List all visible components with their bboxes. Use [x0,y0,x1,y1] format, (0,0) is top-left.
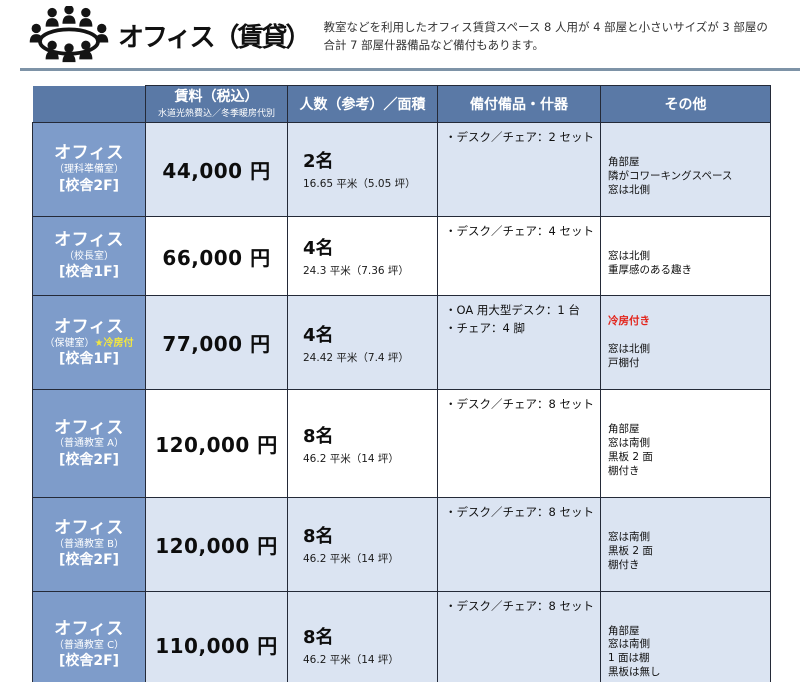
room-subname-text: （校長室） [64,250,114,262]
price-cell: 110,000 円 [145,590,288,682]
column-header-capacity: 人数（参考）／面積 [287,85,438,123]
area-value: 24.42 平米（7.4 坪） [303,351,409,364]
capacity-value: 4名 [303,238,334,260]
title-divider [20,68,800,71]
capacity-cell: 2名 16.65 平米（5.05 坪） [287,122,438,217]
other-notes: 窓は南側 黒板 2 面 棚付き [608,530,653,571]
room-subname: （保健室）★冷房付 [35,338,143,351]
price-cell: 120,000 円 [145,389,288,498]
table-row: オフィス （保健室）★冷房付 [校舎1F] 77,000 円 4名 24.42 … [32,295,771,391]
room-floor: [校舎2F] [58,653,120,670]
table-row: オフィス （理科準備室） [校舎2F] 44,000 円 2名 16.65 平米… [32,122,771,217]
other-highlight-aircon: 冷房付き [608,315,650,328]
price-header-main: 賃料（税込） [174,89,259,106]
room-label: オフィス （校長室） [校舎1F] [32,215,146,297]
room-floor: [校舎2F] [58,451,120,468]
meeting-people-icon [29,6,109,63]
room-floor: [校舎1F] [58,264,120,281]
room-subname: （普通教室 C） [35,640,143,653]
room-floor: [校舎2F] [58,552,120,569]
room-label: オフィス （普通教室 A） [校舎2F] [32,389,146,498]
capacity-value: 8名 [303,526,334,548]
room-subname-text: （理科準備室） [54,164,124,176]
equipment-cell: ・デスク／チェア：2 セット [437,122,601,217]
other-cell: 窓は北側 重厚感のある趣き [600,215,771,297]
price-cell: 66,000 円 [145,215,288,297]
other-cell: 角部屋 窓は南側 黒板 2 面 棚付き [600,389,771,498]
room-badge-aircon: ★冷房付 [94,337,134,349]
capacity-value: 8名 [303,626,334,648]
corner-cell [32,85,146,123]
capacity-cell: 4名 24.3 平米（7.36 坪） [287,215,438,297]
room-subname-text: （普通教室 B） [53,538,125,550]
other-cell: 角部屋 隣がコワーキングスペース 窓は北側 [600,122,771,217]
price-cell: 44,000 円 [145,122,288,217]
table-row: オフィス （校長室） [校舎1F] 66,000 円 4名 24.3 平米（7.… [32,215,771,297]
other-notes: 角部屋 窓は南側 黒板 2 面 棚付き [608,423,653,477]
other-notes: 角部屋 窓は南側 1 面は棚 黒板は無し [608,624,661,679]
room-floor: [校舎1F] [58,351,120,368]
area-value: 46.2 平米（14 坪） [303,553,399,566]
capacity-cell: 4名 24.42 平米（7.4 坪） [287,295,438,391]
room-label: オフィス （普通教室 C） [校舎2F] [32,590,146,682]
column-header-other: その他 [600,85,771,123]
room-subname: （理科準備室） [35,164,143,177]
page-title: オフィス（賃貸） [118,22,311,53]
price-header-sub: 水道光熱費込／冬季暖房代別 [157,108,275,119]
room-label: オフィス （普通教室 B） [校舎2F] [32,496,146,592]
room-subname-text: （普通教室 C） [53,639,125,651]
other-cell: 窓は南側 黒板 2 面 棚付き [600,496,771,592]
area-value: 24.3 平米（7.36 坪） [303,265,409,278]
room-subname-text: （普通教室 A） [53,438,125,450]
price-cell: 77,000 円 [145,295,288,391]
equipment-cell: ・デスク／チェア：4 セット [437,215,601,297]
page-description: 教室などを利用したオフィス賃貸スペース 8 人用が 4 部屋と小さいサイズが 3… [323,19,768,52]
equipment-cell: ・デスク／チェア：8 セット [437,496,601,592]
area-value: 46.2 平米（14 坪） [303,653,399,666]
room-subname: （普通教室 B） [35,539,143,552]
capacity-cell: 8名 46.2 平米（14 坪） [287,496,438,592]
other-notes: 窓は北側 戸棚付 [608,343,650,370]
capacity-value: 4名 [303,324,334,346]
table-row: オフィス （普通教室 A） [校舎2F] 120,000 円 8名 46.2 平… [32,389,771,498]
area-value: 46.2 平米（14 坪） [303,452,399,465]
room-name: オフィス [54,230,124,251]
room-name: オフィス [54,618,124,639]
other-notes: 窓は北側 重厚感のある趣き [608,249,692,276]
other-notes: 角部屋 隣がコワーキングスペース 窓は北側 [608,155,733,196]
capacity-value: 8名 [303,425,334,447]
rent-table: 賃料（税込） 水道光熱費込／冬季暖房代別 人数（参考）／面積 備付備品・什器 そ… [32,85,771,682]
other-cell: 冷房付き 窓は北側 戸棚付 [600,295,771,391]
room-floor: [校舎2F] [58,177,120,194]
equipment-cell: ・OA 用大型デスク：1 台 ・チェア：4 脚 [437,295,601,391]
table-header-row: 賃料（税込） 水道光熱費込／冬季暖房代別 人数（参考）／面積 備付備品・什器 そ… [32,85,771,123]
equipment-cell: ・デスク／チェア：8 セット [437,389,601,498]
column-header-equipment: 備付備品・什器 [437,85,601,123]
price-cell: 120,000 円 [145,496,288,592]
column-header-price: 賃料（税込） 水道光熱費込／冬季暖房代別 [145,85,288,123]
room-name: オフィス [54,518,124,539]
room-name: オフィス [54,417,124,438]
table-row: オフィス （普通教室 B） [校舎2F] 120,000 円 8名 46.2 平… [32,496,771,592]
room-name: オフィス [54,316,124,337]
area-value: 16.65 平米（5.05 坪） [303,178,416,191]
room-subname: （普通教室 A） [35,438,143,451]
equipment-cell: ・デスク／チェア：8 セット [437,590,601,682]
capacity-value: 2名 [303,151,334,173]
room-subname-text: （保健室） [44,337,95,349]
room-label: オフィス （保健室）★冷房付 [校舎1F] [32,295,146,391]
capacity-cell: 8名 46.2 平米（14 坪） [287,590,438,682]
other-cell: 角部屋 窓は南側 1 面は棚 黒板は無し [600,590,771,682]
header: オフィス（賃貸） 教室などを利用したオフィス賃貸スペース 8 人用が 4 部屋と… [0,0,800,64]
room-subname: （校長室） [35,251,143,264]
table-row: オフィス （普通教室 C） [校舎2F] 110,000 円 8名 46.2 平… [32,590,771,682]
room-label: オフィス （理科準備室） [校舎2F] [32,122,146,217]
room-name: オフィス [54,143,124,164]
capacity-cell: 8名 46.2 平米（14 坪） [287,389,438,498]
